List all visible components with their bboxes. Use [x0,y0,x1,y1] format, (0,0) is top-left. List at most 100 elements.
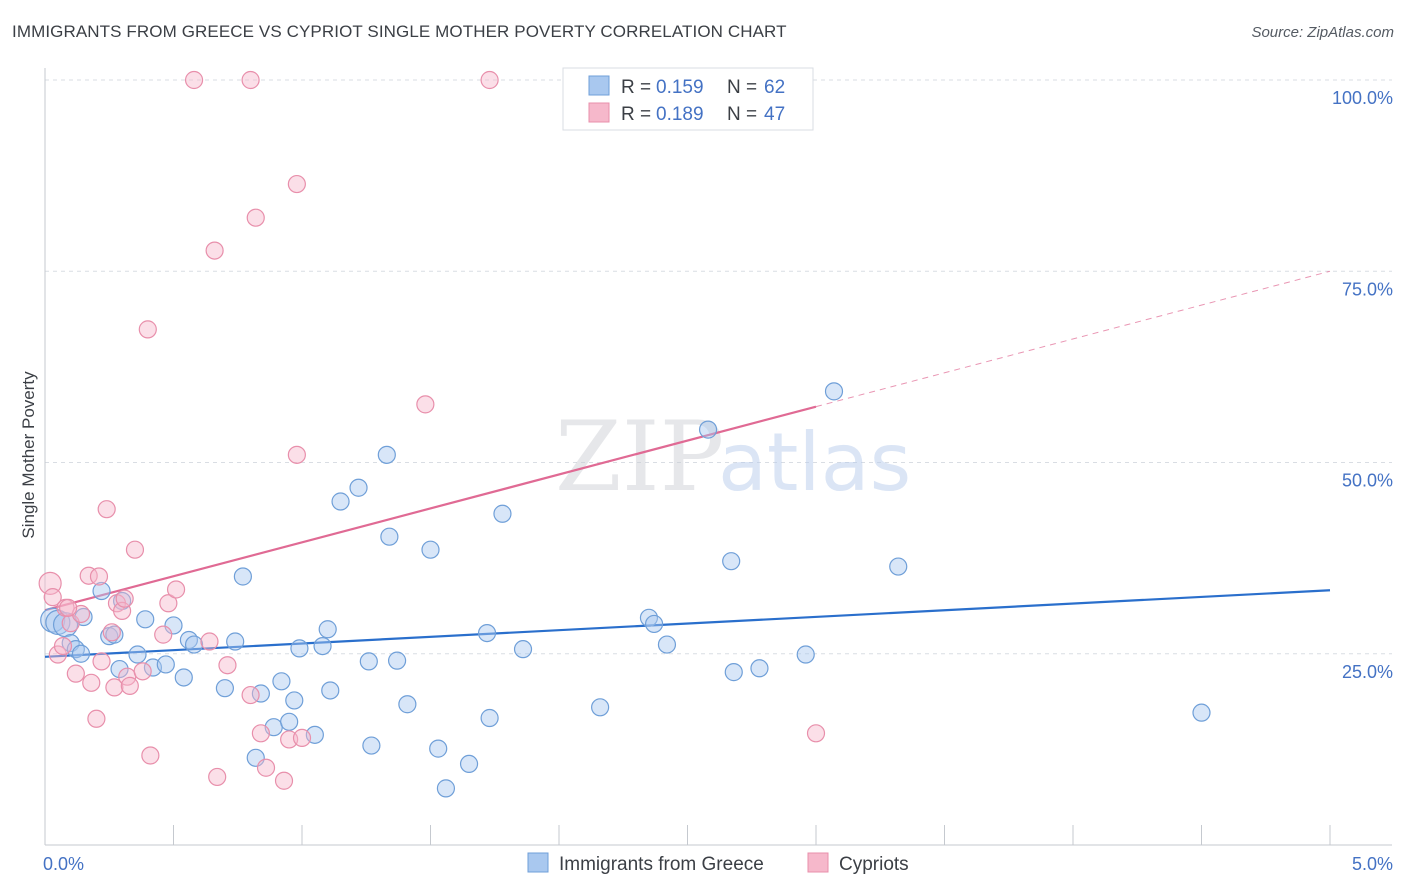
point-greece [644,614,664,634]
legend-swatch-blue [588,75,610,96]
legend-swatch-pink [588,102,610,123]
point-greece [215,679,234,698]
axes [44,68,1392,846]
legend-r-label-blue: R = [621,77,651,98]
point-greece [889,557,908,576]
point-cypriots [274,771,294,790]
point-cypriots [246,208,265,227]
tick-labels: 25.0% 50.0% 75.0% 100.0% 0.0% 5.0% [43,88,1393,874]
trend-line-greece [44,589,1331,658]
point-greece [280,712,299,731]
point-cypriots [287,445,306,464]
trend-line-cypriots-extension [815,270,1331,408]
legend-r-label-pink: R = [621,104,651,125]
point-greece [156,655,175,674]
chart-title: IMMIGRANTS FROM GREECE VS CYPRIOT SINGLE… [12,22,787,41]
point-cypriots [154,625,173,644]
point-cypriots [806,724,826,743]
point-cypriots [166,580,186,599]
point-cypriots [115,589,134,608]
point-greece [1192,703,1211,722]
point-cypriots [200,632,219,651]
watermark: ZIP atlas [555,401,911,513]
point-greece [824,382,844,401]
point-greece [429,739,448,758]
point-greece [377,445,396,464]
point-greece [349,478,368,497]
point-greece [136,610,155,629]
x-tick-label: 5.0% [1352,854,1393,874]
point-cypriots [125,540,145,559]
point-greece [657,635,677,654]
point-greece [698,420,718,439]
point-cypriots [208,767,227,787]
point-greece [724,663,743,682]
correlation-legend: R = 0.159 N = 62 R = 0.189 N = 47 [562,67,814,131]
point-cypriots [251,724,270,743]
point-greece [313,636,332,656]
point-cypriots [61,614,80,633]
y-tick-label: 50.0% [1342,471,1393,491]
point-greece [591,698,610,717]
series-legend: Immigrants from Greece Cypriots [527,852,909,875]
point-greece [285,691,304,710]
y-tick-label: 75.0% [1342,279,1393,299]
point-cypriots [256,758,276,777]
series-cypriots [38,70,826,790]
point-greece [110,659,129,679]
point-greece [321,681,340,700]
point-cypriots [105,678,124,697]
point-greece [722,552,741,571]
point-greece [174,668,193,687]
point-cypriots [66,664,85,683]
point-greece [459,754,479,774]
point-greece [477,623,497,643]
point-cypriots [205,241,224,260]
point-greece [105,625,124,644]
point-cypriots [138,320,157,339]
point-greece [128,645,147,664]
legend-r-value-pink: 0.189 [656,104,704,125]
point-greece [318,620,337,639]
point-cypriots [79,566,98,585]
point-cypriots [218,656,237,675]
point-cypriots [184,70,204,90]
point-cypriots [120,676,139,695]
point-cypriots [43,588,62,607]
point-greece [272,672,291,691]
point-greece [184,635,204,654]
x-tick-label: 0.0% [43,854,84,874]
point-cypriots [416,395,435,414]
watermark-atlas: atlas [718,416,911,509]
point-cypriots [87,709,106,728]
legend-r-value-blue: 0.159 [656,77,704,98]
point-cypriots [53,636,73,656]
watermark-zip: ZIP [555,401,724,513]
point-cypriots [141,746,160,765]
legend-n-value-blue: 62 [764,77,785,98]
point-cypriots [159,594,178,613]
point-cypriots [287,174,306,194]
point-cypriots [92,652,111,671]
point-cypriots [102,623,121,642]
series-immigrants-from-greece [40,382,1211,798]
point-greece [398,695,417,714]
point-greece [164,616,183,635]
legend-label-cypriots: Cypriots [839,854,909,875]
y-tick-label: 100.0% [1332,88,1393,108]
point-greece [290,639,309,658]
point-greece [362,736,381,755]
point-greece [436,779,456,798]
point-cypriots [133,662,152,681]
point-greece [750,659,769,678]
legend-n-value-pink: 47 [764,104,785,125]
point-cypriots [480,70,499,90]
point-cypriots [59,598,78,617]
y-tick-label: 25.0% [1342,662,1393,682]
point-greece [796,645,815,664]
point-greece [380,527,399,546]
point-greece [331,492,350,511]
point-cypriots [241,70,260,90]
legend-label-greece: Immigrants from Greece [559,854,764,875]
